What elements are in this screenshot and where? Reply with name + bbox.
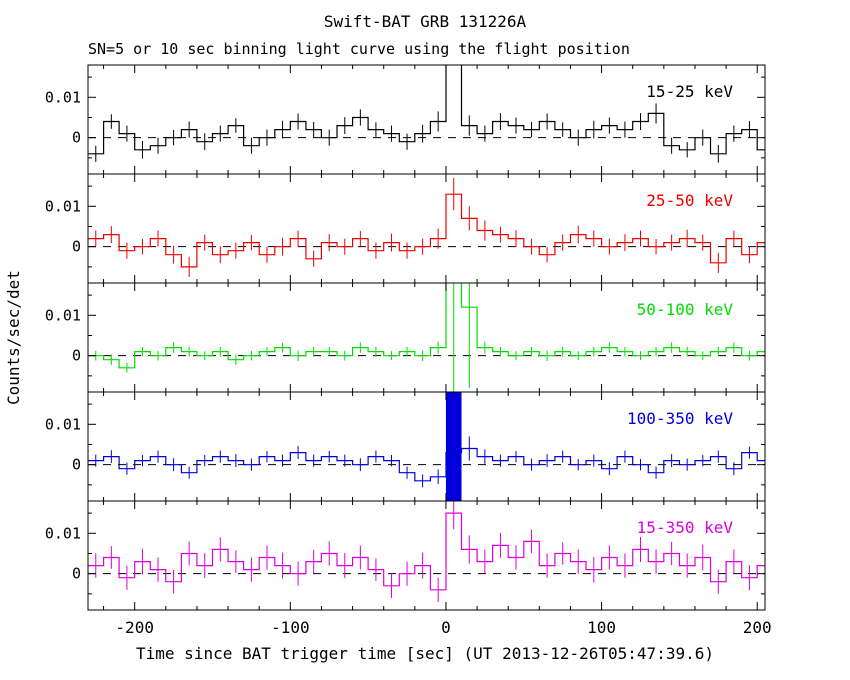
figure-subtitle: SN=5 or 10 sec binning light curve using… [88,40,630,58]
x-tick-label: 0 [441,618,451,637]
energy-band-label: 100-350 keV [627,409,733,428]
energy-band-label: 15-350 keV [637,518,734,537]
y-tick-label: 0 [72,347,81,365]
y-tick-label: 0 [72,456,81,474]
x-tick-label: -200 [115,618,154,637]
panel-2 [88,283,765,392]
light-curve-step [88,65,765,155]
y-tick-label: 0.01 [45,524,81,542]
energy-band-label: 50-100 keV [637,300,734,319]
y-tick-label: 0 [72,129,81,147]
panel-border [87,500,766,611]
x-tick-label: 200 [743,618,772,637]
saturated-bin [445,392,462,501]
panel-1 [88,178,765,277]
panel-3 [88,392,765,501]
x-axis-label: Time since BAT trigger time [sec] (UT 20… [136,644,714,663]
energy-band-label: 15-25 keV [646,82,733,101]
panel-4 [88,501,765,602]
panel-0 [88,65,765,163]
y-tick-label: 0 [72,238,81,256]
y-tick-label: 0.01 [45,415,81,433]
light-curve-step [88,512,765,591]
light-curve-step [88,283,765,369]
light-curve-step [88,193,765,268]
y-tick-label: 0.01 [45,306,81,324]
y-tick-label: 0 [72,565,81,583]
y-tick-label: 0.01 [45,88,81,106]
light-curve-step [88,447,765,482]
energy-band-label: 25-50 keV [646,191,733,210]
y-tick-label: 0.01 [45,197,81,215]
x-tick-label: 100 [587,618,616,637]
x-tick-label: -100 [271,618,310,637]
figure-title: Swift-BAT GRB 131226A [323,12,527,31]
